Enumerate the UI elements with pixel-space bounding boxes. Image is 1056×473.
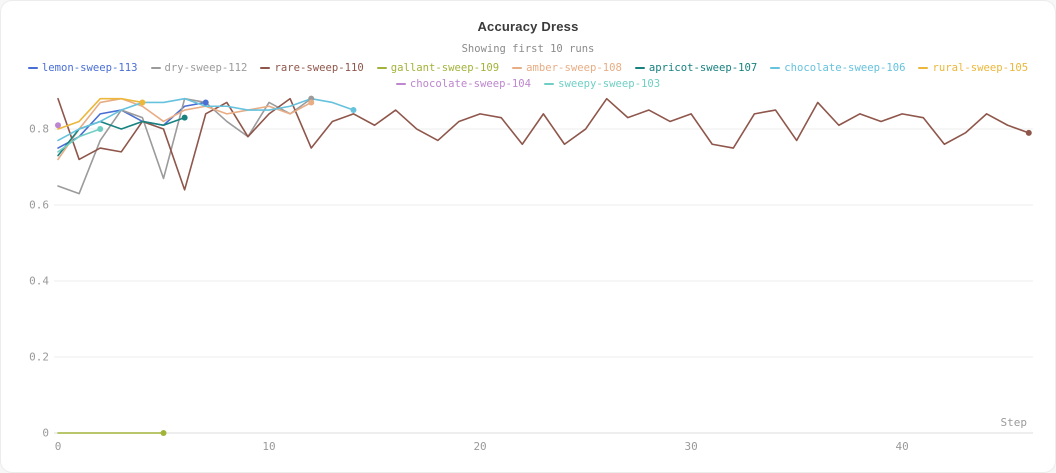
legend-label: lemon-sweep-113 xyxy=(41,62,138,74)
legend: lemon-sweep-113 dry-sweep-112 rare-sweep-1… xyxy=(1,62,1055,90)
legend-item-rural-sweep-105[interactable]: rural-sweep-105 xyxy=(918,62,1028,74)
series-end-dot-chocolate-sweep-104 xyxy=(55,122,61,129)
y-tick-label: 0.2 xyxy=(29,351,49,364)
series-end-dot-chocolate-sweep-106 xyxy=(350,107,357,114)
series-end-dot-rare-sweep-110 xyxy=(1025,129,1032,136)
legend-item-gallant-sweep-109[interactable]: gallant-sweep-109 xyxy=(376,62,500,74)
legend-swatch-icon xyxy=(918,67,929,69)
legend-item-dry-sweep-112[interactable]: dry-sweep-112 xyxy=(150,62,248,74)
legend-label: sweepy-sweep-103 xyxy=(558,78,661,90)
legend-item-lemon-sweep-113[interactable]: lemon-sweep-113 xyxy=(27,62,138,74)
legend-label: rural-sweep-105 xyxy=(932,62,1029,74)
y-tick-label: 0.4 xyxy=(29,275,49,288)
series-end-dot-sweepy-sweep-103 xyxy=(97,126,104,133)
x-tick-label: 20 xyxy=(473,440,486,453)
legend-label: gallant-sweep-109 xyxy=(390,62,500,74)
series-end-dot-amber-sweep-108 xyxy=(308,99,315,106)
legend-swatch-icon xyxy=(27,67,38,69)
series-line-amber-sweep-108 xyxy=(57,97,313,161)
legend-item-sweepy-sweep-103[interactable]: sweepy-sweep-103 xyxy=(544,78,660,90)
x-tick-label: 0 xyxy=(55,440,62,453)
legend-label: amber-sweep-108 xyxy=(526,62,622,74)
series-line-rural-sweep-105 xyxy=(57,97,144,130)
x-tick-label: 40 xyxy=(896,440,909,453)
series-end-dot-lemon-sweep-113 xyxy=(202,99,209,106)
legend-item-amber-sweep-108[interactable]: amber-sweep-108 xyxy=(512,62,622,74)
legend-swatch-icon xyxy=(634,67,645,69)
legend-label: chocolate-sweep-104 xyxy=(409,78,532,90)
legend-swatch-icon xyxy=(260,67,271,69)
x-axis-label: Step xyxy=(1001,416,1028,429)
legend-swatch-icon xyxy=(395,83,406,85)
legend-item-rare-sweep-110[interactable]: rare-sweep-110 xyxy=(260,62,364,74)
legend-swatch-icon xyxy=(512,67,523,69)
y-tick-label: 0.6 xyxy=(29,199,49,212)
legend-label: rare-sweep-110 xyxy=(274,62,364,74)
x-tick-label: 30 xyxy=(684,440,697,453)
legend-swatch-icon xyxy=(544,83,555,85)
series-end-dot-rural-sweep-105 xyxy=(139,99,146,106)
legend-label: chocolate-sweep-106 xyxy=(784,62,906,74)
legend-swatch-icon xyxy=(150,67,161,69)
legend-label: dry-sweep-112 xyxy=(164,62,248,74)
legend-item-apricot-sweep-107[interactable]: apricot-sweep-107 xyxy=(634,62,758,74)
legend-item-chocolate-sweep-104[interactable]: chocolate-sweep-104 xyxy=(395,78,532,90)
x-tick-label: 10 xyxy=(262,440,275,453)
series-line-chocolate-sweep-106 xyxy=(57,97,355,142)
series-line-dry-sweep-112 xyxy=(57,97,313,195)
legend-swatch-icon xyxy=(770,67,781,69)
y-tick-label: 0.8 xyxy=(29,123,49,136)
series-end-dot-gallant-sweep-109 xyxy=(160,430,167,436)
y-tick-label: 0 xyxy=(42,427,49,440)
legend-label: apricot-sweep-107 xyxy=(648,62,758,74)
legend-swatch-icon xyxy=(376,67,387,69)
legend-item-chocolate-sweep-106[interactable]: chocolate-sweep-106 xyxy=(770,62,905,74)
series-end-dot-apricot-sweep-107 xyxy=(181,114,188,121)
series-line-rare-sweep-110 xyxy=(57,97,1030,191)
series-line-sweepy-sweep-103 xyxy=(57,128,102,153)
